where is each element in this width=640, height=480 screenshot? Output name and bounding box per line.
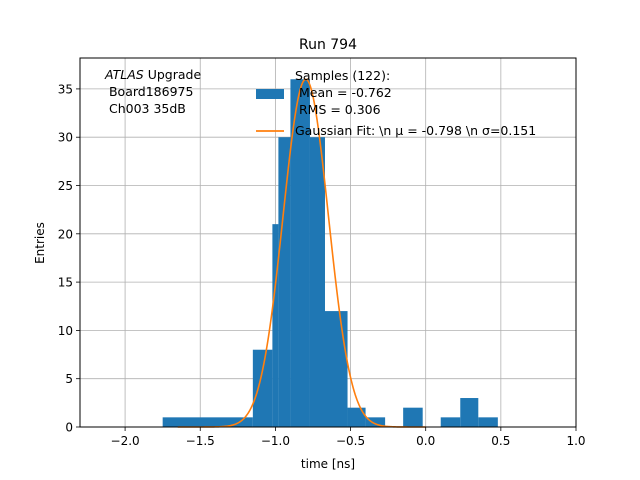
annotation-upgrade: Upgrade: [144, 67, 202, 82]
y-tick-label-6: 30: [58, 131, 73, 145]
histogram-bar-10: [440, 417, 461, 427]
y-tick-label-0: 0: [65, 421, 73, 435]
histogram-bar-1: [252, 349, 273, 427]
annotation-line-2: Board186975: [105, 84, 193, 99]
legend: Samples (122): Mean = -0.762 RMS = 0.306…: [256, 68, 536, 138]
chart-title: Run 794: [299, 37, 357, 53]
y-tick-label-3: 15: [58, 276, 73, 290]
histogram-bar-6: [324, 311, 348, 427]
plot-frame: [79, 57, 577, 428]
histogram-bar-2: [272, 224, 279, 427]
y-tick-label-1: 5: [65, 372, 73, 386]
legend-samples-line-2: RMS = 0.306: [295, 102, 381, 117]
x-tick-label-5: 0.5: [491, 434, 510, 448]
histogram-bar-8: [365, 417, 386, 427]
x-tick-label-6: 1.0: [566, 434, 585, 448]
x-tick-label-2: −1.0: [261, 434, 290, 448]
histogram-bar-3: [278, 137, 291, 428]
y-axis-label: Entries: [33, 222, 47, 264]
x-axis-label: time [ns]: [301, 457, 355, 471]
histogram-bars: [162, 79, 498, 428]
y-tick-label-2: 10: [58, 324, 73, 338]
histogram-bar-0: [162, 417, 253, 427]
legend-swatch-samples: [256, 89, 284, 99]
legend-samples-line-0: Samples (122):: [295, 68, 390, 83]
histogram-bar-11: [460, 398, 479, 427]
y-tick-label-7: 35: [58, 82, 73, 96]
atlas-annotation: ATLAS Upgrade Board186975 Ch003 35dB: [104, 67, 201, 116]
annotation-atlas: ATLAS: [104, 67, 144, 82]
x-tick-label-4: 0.0: [416, 434, 435, 448]
annotation-line-1: ATLAS Upgrade: [104, 67, 201, 82]
y-axis-ticks: 0 5 10 15 20 25 30 35: [58, 82, 80, 435]
x-axis-ticks: −2.0 −1.5 −1.0 −0.5 0.0 0.5 1.0: [111, 427, 586, 448]
legend-samples-line-1: Mean = -0.762: [295, 85, 392, 100]
x-tick-label-0: −2.0: [111, 434, 140, 448]
histogram-bar-7: [347, 407, 366, 427]
y-tick-label-5: 25: [58, 179, 73, 193]
x-tick-label-1: −1.5: [186, 434, 215, 448]
annotation-line-3: Ch003 35dB: [105, 101, 186, 116]
histogram-bar-9: [403, 407, 423, 427]
histogram-bar-4: [290, 79, 310, 427]
y-tick-label-4: 20: [58, 227, 73, 241]
legend-label-samples: Samples (122): Mean = -0.762 RMS = 0.306: [295, 68, 392, 117]
legend-label-gaussian-fit: Gaussian Fit: \n μ = -0.798 \n σ=0.151: [295, 123, 536, 138]
histogram-bar-12: [478, 417, 498, 427]
x-tick-label-3: −0.5: [336, 434, 365, 448]
histogram-bar-5: [309, 137, 325, 428]
